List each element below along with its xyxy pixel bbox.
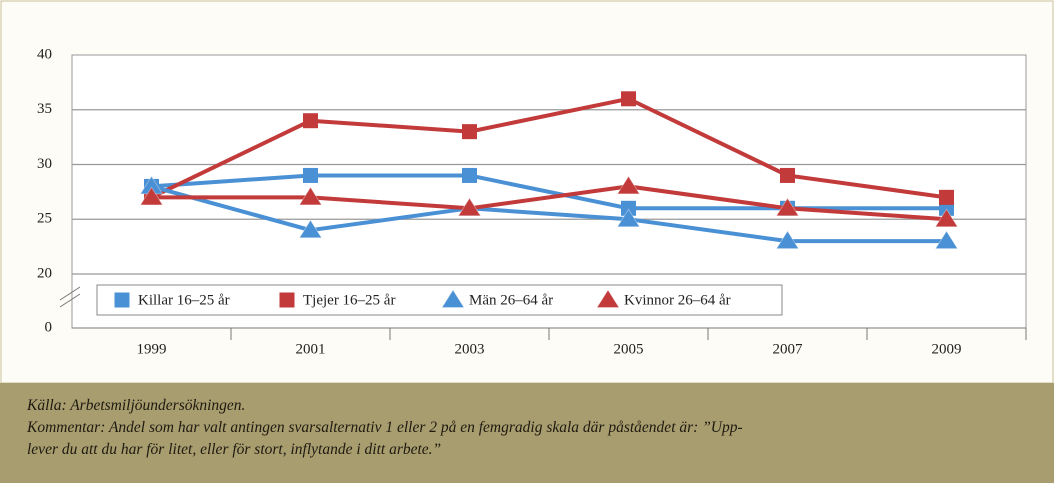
marker (457, 197, 482, 217)
legend (96, 284, 783, 316)
x-tick-label: 2007 (773, 341, 804, 357)
marker (621, 200, 636, 216)
marker (303, 167, 318, 183)
x-tick-label: 2005 (614, 341, 644, 357)
legend-marker (596, 289, 620, 308)
chart: 0 20 25 30 35 40 1999 2001 2003 2005 2007 2009 Killa… (0, 0, 1054, 383)
x-tick-label: 2009 (932, 341, 962, 357)
marker (780, 167, 795, 183)
x-tick-label: 1999 (137, 341, 167, 357)
legend-label: Tjejer 16–25 år (303, 292, 395, 308)
series-line (150, 96, 947, 200)
marker (616, 208, 641, 228)
y-tick-label: 20 (37, 265, 52, 281)
marker (775, 197, 800, 217)
marker (462, 124, 477, 140)
marker (139, 186, 164, 206)
marker (934, 230, 959, 250)
marker (298, 186, 323, 206)
marker (934, 208, 959, 228)
y-tick-label: 30 (37, 156, 52, 172)
series-line (151, 184, 947, 222)
y-tick-label: 25 (37, 211, 52, 227)
x-tick-label: 2003 (455, 341, 485, 357)
legend-marker (441, 289, 465, 308)
y-tick-label: 0 (45, 319, 53, 335)
y-tick-label: 40 (37, 46, 52, 62)
x-tick-label: 2001 (296, 341, 326, 357)
legend-label: Kvinnor 26–64 år (624, 292, 731, 308)
axis-break (59, 293, 81, 308)
series-line (150, 184, 947, 244)
y-tick-label: 35 (37, 101, 52, 117)
legend-marker (114, 292, 130, 308)
comment-line: lever du att du har för litet, eller för… (27, 441, 442, 458)
legend-marker (279, 292, 295, 308)
source: Källa: Arbetsmiljöundersökningen. (27, 397, 246, 414)
footer: Källa: Arbetsmiljöundersökningen. Kommen… (0, 383, 1054, 483)
marker (462, 167, 477, 183)
marker (616, 175, 641, 195)
marker (939, 189, 954, 205)
axis-break (59, 286, 81, 301)
marker (775, 230, 800, 250)
marker (298, 219, 323, 239)
comment-line: Kommentar: Andel som har valt antingen s… (27, 419, 743, 436)
legend-label: Män 26–64 år (469, 292, 553, 308)
marker (621, 91, 636, 107)
marker (303, 113, 318, 129)
legend-label: Killar 16–25 år (138, 292, 230, 308)
